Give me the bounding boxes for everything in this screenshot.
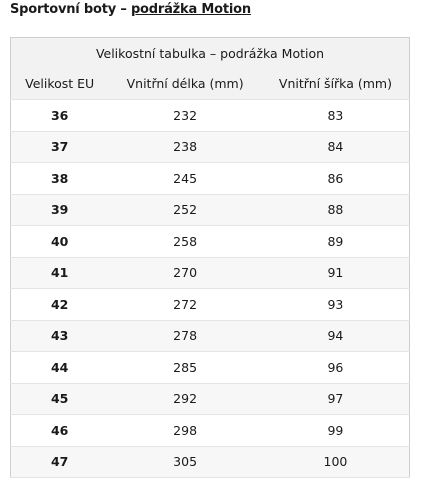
table-cell: 36 <box>10 99 109 132</box>
table-cell: 37 <box>10 131 109 163</box>
table-cell: 38 <box>10 162 109 195</box>
table-cell: 89 <box>261 225 410 258</box>
table-row: 38 245 86 <box>10 162 410 195</box>
table-row: 45 292 97 <box>10 383 410 415</box>
table-cell: 270 <box>108 257 262 289</box>
column-header: Vnitřní délka (mm) <box>108 68 262 100</box>
table-cell: 252 <box>108 194 262 226</box>
table-cell: 44 <box>10 351 109 384</box>
table-row: 47 305 100 <box>10 446 410 478</box>
table-cell: 88 <box>261 194 410 226</box>
table-cell: 84 <box>261 131 410 163</box>
table-cell: 83 <box>261 99 410 132</box>
column-header: Vnitřní šířka (mm) <box>261 68 410 100</box>
table-row: 36 232 83 <box>10 99 410 132</box>
table-cell: 46 <box>10 414 109 447</box>
table-cell: 285 <box>108 351 262 384</box>
table-cell: 91 <box>261 257 410 289</box>
table-row: 42 272 93 <box>10 288 410 321</box>
table-cell: 45 <box>10 383 109 415</box>
title-text: Sportovní boty – <box>10 2 131 17</box>
table-cell: 305 <box>108 446 262 478</box>
table-cell: 245 <box>108 162 262 195</box>
table-head: Velikostní tabulka – podrážka Motion Vel… <box>10 37 410 100</box>
column-header: Velikost EU <box>10 68 109 100</box>
header-row: Velikost EU Vnitřní délka (mm) Vnitřní šíř… <box>10 68 410 100</box>
table-cell: 39 <box>10 194 109 226</box>
table-cell: 278 <box>108 320 262 352</box>
table-cell: 40 <box>10 225 109 258</box>
table-row: 44 285 96 <box>10 351 410 384</box>
table-cell: 86 <box>261 162 410 195</box>
table-cell: 258 <box>108 225 262 258</box>
table-cell: 100 <box>261 446 410 478</box>
table-row: 46 298 99 <box>10 414 410 447</box>
table-cell: 47 <box>10 446 109 478</box>
title-link[interactable]: podrážka Motion <box>130 2 251 17</box>
page-title: Sportovní boty – podrážka Motion <box>10 2 251 17</box>
table-cell: 93 <box>261 288 410 321</box>
table-cell: 232 <box>108 99 262 132</box>
table-row: 39 252 88 <box>10 194 410 226</box>
table-row: 40 258 89 <box>10 225 410 258</box>
table-cell: 94 <box>261 320 410 352</box>
table-cell: 298 <box>108 414 262 447</box>
table-row: 43 278 94 <box>10 320 410 352</box>
table-cell: 238 <box>108 131 262 163</box>
table-cell: 42 <box>10 288 109 321</box>
table-caption: Velikostní tabulka – podrážka Motion <box>95 45 325 61</box>
table-row: 41 270 91 <box>10 257 410 289</box>
table-cell: 292 <box>108 383 262 415</box>
table-cell: 43 <box>10 320 109 352</box>
table-cell: 41 <box>10 257 109 289</box>
table-cell: 272 <box>108 288 262 321</box>
table-cell: 97 <box>261 383 410 415</box>
caption-row: Velikostní tabulka – podrážka Motion <box>10 37 410 69</box>
table-cell: 99 <box>261 414 410 447</box>
table-body: 36 232 83 37 238 84 38 245 86 39 252 88 40 258 89 41 270… <box>10 99 410 478</box>
size-table: Velikostní tabulka – podrážka Motion Vel… <box>10 37 410 478</box>
table-row: 37 238 84 <box>10 131 410 163</box>
table-cell: 96 <box>261 351 410 384</box>
